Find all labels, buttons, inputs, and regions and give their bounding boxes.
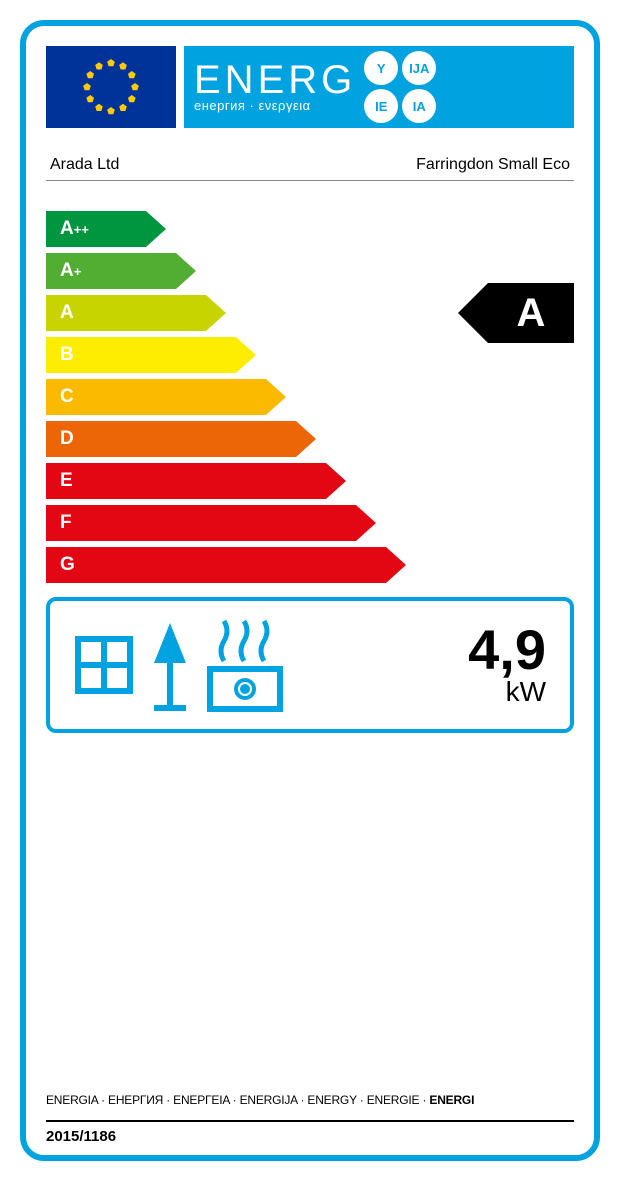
supplier-name: Arada Ltd [50,156,119,174]
eu-flag [46,46,176,128]
power-unit: kW [286,676,546,708]
supplier-model-row: Arada Ltd Farringdon Small Eco [46,156,574,181]
lang-circle: IE [364,89,398,123]
power-icons [74,615,286,715]
energy-text: ENERG енергия · ενεργεια [194,62,356,113]
window-icon [74,635,134,715]
rating-arrow-label: A+ [46,253,176,289]
lamp-icon [148,615,192,715]
rating-indicator-tip-icon [458,283,488,343]
rating-arrow: E [46,463,346,499]
rating-arrow: C [46,379,286,415]
label-content: ENERG енергия · ενεργεια Y IJA IE IA Ara… [26,26,594,1155]
lang-circles: Y IJA IE IA [364,51,436,123]
regulation-number: 2015/1186 [46,1120,574,1145]
rating-arrow-tip-icon [386,547,406,583]
power-value-block: 4,9 kW [286,622,546,708]
rating-indicator: A [458,283,574,343]
rating-arrow-tip-icon [266,379,286,415]
rating-arrow: A [46,295,226,331]
energy-subtitle: енергия · ενεργεια [194,98,311,113]
footer-langs-bold: ENERGI [429,1093,474,1107]
rating-arrow-label: A [46,295,206,331]
energy-banner: ENERG енергия · ενεργεια Y IJA IE IA [184,46,574,128]
ratings-scale: A A++A+ABCDEFG [46,211,574,591]
rating-arrow-tip-icon [326,463,346,499]
rating-arrow-tip-icon [296,421,316,457]
eu-stars-icon [71,47,151,127]
rating-arrow: G [46,547,406,583]
rating-arrow: D [46,421,316,457]
lang-circle: Y [364,51,398,85]
rating-arrow-label: G [46,547,386,583]
power-box: 4,9 kW [46,597,574,733]
rating-arrow-label: A++ [46,211,146,247]
rating-arrow: A+ [46,253,196,289]
rating-arrow-label: D [46,421,296,457]
header: ENERG енергия · ενεργεια Y IJA IE IA [46,46,574,128]
rating-indicator-label: A [488,283,574,343]
energy-word: ENERG [194,62,356,98]
rating-arrow: B [46,337,256,373]
power-value: 4,9 [286,622,546,678]
footer-langs-text: ENERGIA · ЕНЕРГИЯ · ΕΝΕΡΓΕΙΑ · ENERGIJA … [46,1093,429,1107]
rating-arrow: F [46,505,376,541]
rating-arrow-tip-icon [356,505,376,541]
rating-arrow-label: F [46,505,356,541]
rating-arrow-tip-icon [146,211,166,247]
model-name: Farringdon Small Eco [416,156,570,174]
rating-arrow-label: C [46,379,266,415]
rating-arrow-tip-icon [236,337,256,373]
rating-arrow-tip-icon [176,253,196,289]
lang-circle: IA [402,89,436,123]
rating-arrow: A++ [46,211,166,247]
lang-circle: IJA [402,51,436,85]
stove-icon [206,615,286,715]
footer-languages: ENERGIA · ЕНЕРГИЯ · ΕΝΕΡΓΕΙΑ · ENERGIJA … [46,1093,574,1107]
rating-arrow-label: B [46,337,236,373]
rating-arrow-tip-icon [206,295,226,331]
rating-arrow-label: E [46,463,326,499]
